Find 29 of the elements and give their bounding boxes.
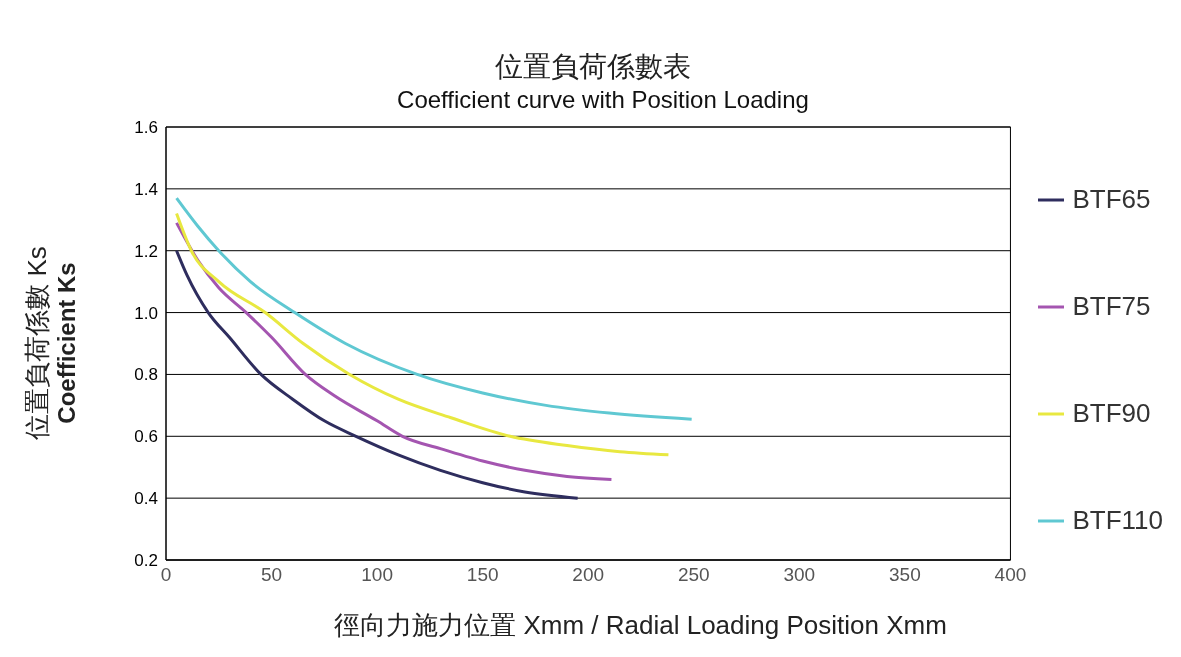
y-axis-title: 位置負荷係數 Ks Coefficient Ks — [22, 246, 81, 440]
y-tick-label: 0.6 — [134, 427, 158, 447]
legend-label: BTF110 — [1072, 505, 1163, 536]
x-tick-label: 150 — [466, 564, 499, 586]
legend-label: BTF75 — [1072, 291, 1151, 322]
y-tick-label: 0.4 — [134, 489, 158, 509]
legend-label: BTF90 — [1072, 398, 1151, 429]
x-tick-label: 50 — [260, 564, 283, 586]
y-tick-label: 1.2 — [134, 241, 158, 261]
y-tick-label: 1.4 — [134, 179, 158, 199]
line-series — [175, 196, 694, 421]
x-tick-label: 0 — [160, 564, 172, 586]
legend-label: BTF65 — [1072, 184, 1151, 215]
line-series — [175, 221, 613, 482]
x-tick-label: 250 — [677, 564, 710, 586]
x-tick-label: 400 — [994, 564, 1027, 586]
line-series — [175, 249, 580, 500]
chart-title: 位置負荷係數表 — [494, 50, 692, 84]
x-axis-title: 徑向力施力位置 Xmm / Radial Loading Position Xmm — [333, 609, 948, 642]
x-tick-label: 200 — [572, 564, 605, 586]
x-tick-label: 350 — [889, 564, 921, 586]
x-tick-label: 300 — [783, 564, 816, 586]
line-series — [175, 212, 670, 457]
chart-subtitle: Coefficient curve with Position Loading — [396, 86, 810, 114]
y-tick-label: 1.6 — [134, 118, 158, 138]
y-tick-label: 0.8 — [134, 365, 158, 385]
y-tick-label: 1.0 — [134, 303, 158, 323]
y-tick-label: 0.2 — [134, 551, 158, 571]
x-tick-label: 100 — [361, 564, 393, 586]
